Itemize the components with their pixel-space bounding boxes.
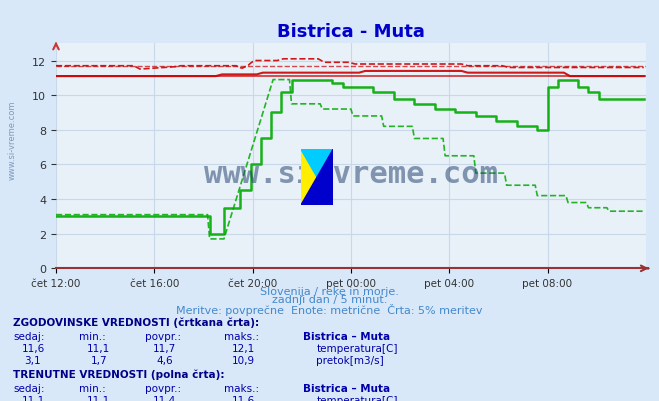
- Text: 11,6: 11,6: [232, 395, 256, 401]
- Text: 3,1: 3,1: [24, 355, 42, 365]
- Text: povpr.:: povpr.:: [145, 383, 181, 393]
- Text: 11,1: 11,1: [87, 395, 111, 401]
- Text: 12,1: 12,1: [232, 343, 256, 353]
- Text: maks.:: maks.:: [224, 383, 259, 393]
- Text: Bistrica – Muta: Bistrica – Muta: [303, 383, 390, 393]
- Text: ZGODOVINSKE VREDNOSTI (črtkana črta):: ZGODOVINSKE VREDNOSTI (črtkana črta):: [13, 317, 259, 327]
- Text: sedaj:: sedaj:: [13, 331, 45, 341]
- Text: 4,6: 4,6: [156, 355, 173, 365]
- Text: 11,4: 11,4: [153, 395, 177, 401]
- Text: sedaj:: sedaj:: [13, 383, 45, 393]
- Text: temperatura[C]: temperatura[C]: [316, 395, 398, 401]
- Text: zadnji dan / 5 minut.: zadnji dan / 5 minut.: [272, 295, 387, 305]
- Text: www.si-vreme.com: www.si-vreme.com: [204, 160, 498, 189]
- Text: maks.:: maks.:: [224, 331, 259, 341]
- Text: Meritve: povprečne  Enote: metrične  Črta: 5% meritev: Meritve: povprečne Enote: metrične Črta:…: [176, 303, 483, 315]
- Text: 11,6: 11,6: [21, 343, 45, 353]
- Text: Slovenija / reke in morje.: Slovenija / reke in morje.: [260, 287, 399, 297]
- Text: TRENUTNE VREDNOSTI (polna črta):: TRENUTNE VREDNOSTI (polna črta):: [13, 369, 225, 379]
- Title: Bistrica - Muta: Bistrica - Muta: [277, 23, 425, 41]
- Text: min.:: min.:: [79, 331, 106, 341]
- Text: 1,7: 1,7: [90, 355, 107, 365]
- Text: 10,9: 10,9: [232, 355, 256, 365]
- Text: min.:: min.:: [79, 383, 106, 393]
- Text: temperatura[C]: temperatura[C]: [316, 343, 398, 353]
- Text: povpr.:: povpr.:: [145, 331, 181, 341]
- Text: 11,1: 11,1: [21, 395, 45, 401]
- Text: 11,7: 11,7: [153, 343, 177, 353]
- Text: pretok[m3/s]: pretok[m3/s]: [316, 355, 384, 365]
- Text: 11,1: 11,1: [87, 343, 111, 353]
- Text: www.si-vreme.com: www.si-vreme.com: [8, 101, 17, 180]
- Text: Bistrica – Muta: Bistrica – Muta: [303, 331, 390, 341]
